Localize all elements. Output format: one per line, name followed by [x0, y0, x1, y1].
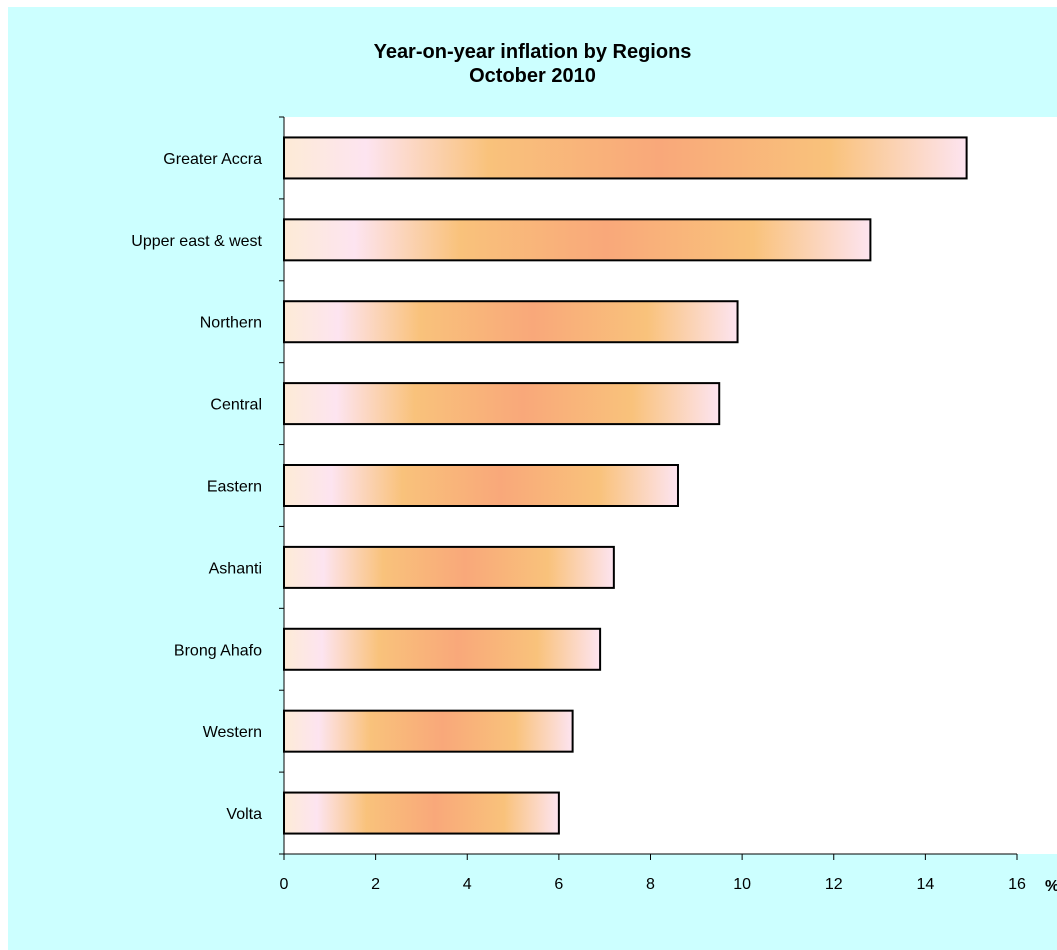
x-tick-label: 14 — [916, 876, 934, 893]
category-label: Upper east & west — [131, 233, 262, 250]
bar-volta — [283, 791, 560, 835]
x-tick-label: 2 — [371, 876, 380, 893]
category-label: Greater Accra — [163, 151, 262, 168]
category-label: Volta — [226, 806, 262, 823]
bar-upper-east-west — [283, 218, 872, 262]
chart-title-line: Year-on-year inflation by Regions — [373, 41, 692, 63]
bar-western — [283, 709, 574, 753]
bar-central — [283, 382, 721, 426]
category-label: Ashanti — [209, 560, 262, 577]
x-tick-label: 12 — [825, 876, 843, 893]
chart-subtitle: October 2010 — [469, 65, 596, 87]
chart-area: Year-on-year inflation by Regions Octobe… — [8, 7, 1057, 950]
bar-ashanti — [283, 545, 615, 589]
category-label: Eastern — [207, 479, 262, 496]
x-tick-label: 10 — [733, 876, 751, 893]
category-label: Northern — [200, 315, 262, 332]
x-tick-label: 16 — [1008, 876, 1026, 893]
chart-title: Year-on-year inflation by Regions Octobe… — [8, 40, 1057, 88]
category-label: Western — [203, 724, 262, 741]
x-tick-label: 8 — [646, 876, 655, 893]
x-tick-label: 6 — [554, 876, 563, 893]
bar-eastern — [283, 464, 679, 507]
category-label: Brong Ahafo — [174, 642, 262, 659]
bar-greater-accra — [283, 136, 968, 180]
x-tick-label: 4 — [463, 876, 472, 893]
bar-chart-svg: Greater Accra Upper east & west Northern Ce… — [131, 116, 1057, 895]
x-tick-label: 0 — [280, 876, 289, 893]
x-axis-label: % — [1045, 878, 1057, 895]
bar-northern — [283, 300, 739, 344]
bar-brong-ahafo — [283, 627, 602, 671]
category-label: Central — [210, 397, 262, 414]
